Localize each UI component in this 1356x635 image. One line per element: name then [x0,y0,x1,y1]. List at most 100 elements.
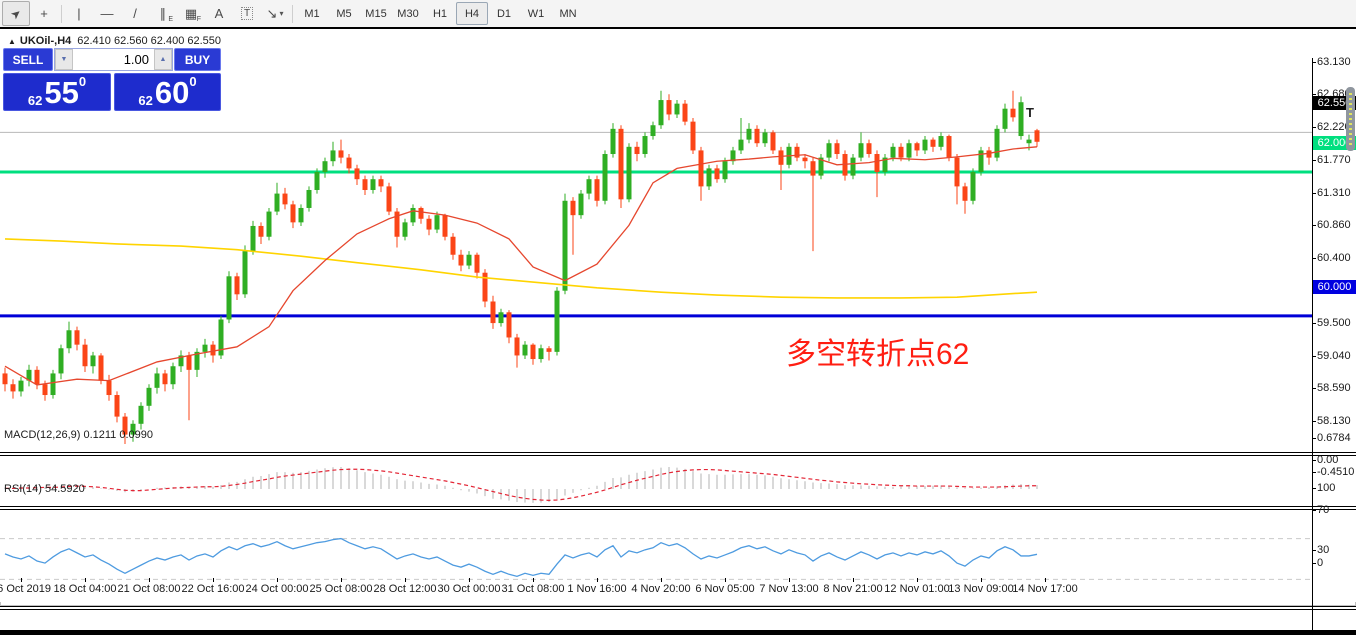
candle [306,189,312,208]
candle [218,319,224,356]
candle [114,395,120,417]
scrollbar-thumb-texture [1349,93,1352,145]
candle [162,373,168,385]
indicator-axis-tick [1312,460,1316,461]
slow-ma-line [4,238,1038,299]
symbol-name: UKOil-,H4 [19,35,72,47]
timeframe-mn[interactable]: MN [559,7,577,20]
trend-line-icon[interactable]: / [133,6,137,21]
candle [514,337,520,356]
candle [282,193,288,205]
text-label-icon[interactable]: T [233,1,261,26]
candle [210,344,216,356]
sell-price-tile[interactable]: 62 55 0 [3,73,111,111]
indicator-axis-label: 30 [1317,544,1330,556]
crosshair-icon[interactable]: + [40,6,48,21]
candle [426,218,432,230]
time-axis-tick [853,578,854,582]
timeframe-d1[interactable]: D1 [496,7,512,20]
chart-text-annotation[interactable]: 多空转折点62 [786,338,970,371]
timeframe-m5[interactable]: M5 [336,7,352,20]
timeframe-m30[interactable]: M30 [397,7,419,20]
pane-divider-main-macd[interactable] [0,452,1356,456]
candle [946,136,952,158]
candle [234,276,240,295]
candle [978,150,984,172]
scrollbar-thumb[interactable] [1346,87,1355,151]
vertical-line-icon[interactable]: | [77,6,81,21]
candle [498,312,504,324]
toolbar-separator [61,4,62,23]
cursor-icon[interactable]: ➤ [2,1,30,26]
price-axis-tick [1312,421,1316,422]
time-axis-label: 31 Oct 08:00 [501,583,565,595]
arrows-icon[interactable]: ↘ ▾ [266,5,284,21]
time-axis-tick [469,578,470,582]
price-axis-label: 59.040 [1317,350,1351,362]
candle [578,193,584,216]
candle [82,344,88,367]
collapse-arrow-icon[interactable]: ▲ [8,37,16,46]
volume-stepper[interactable]: ▼ 1.00 ▲ [54,48,173,71]
indicator-axis-label: 0.6784 [1317,432,1351,444]
candle [18,380,24,392]
timeframe-m15[interactable]: M15 [365,7,387,20]
macd-pane[interactable] [0,456,1312,506]
text-cursor-marker: T [1026,105,1034,120]
equidistant-channel-icon[interactable]: ∥ E [159,5,173,24]
timeframe-w1[interactable]: W1 [527,7,545,20]
price-axis-label: 61.310 [1317,187,1351,199]
toolbar: ➤ + | — / ∥ E ▦ F A T ↘ ▾ M1 M5 M15 M30 H1 H4 D1 W1 MN [0,0,1356,27]
candles-group [2,90,1040,444]
candle [26,369,32,381]
candle [1002,108,1008,129]
candle [906,143,912,158]
candle [810,161,816,176]
candle [314,172,320,190]
time-axis-label: 24 Oct 00:00 [245,583,309,595]
price-chart-pane[interactable] [0,58,1356,452]
time-axis-label: 12 Nov 01:00 [884,583,950,595]
window-bottom-edge [0,630,1356,635]
pane-divider-rsi-timeaxis[interactable] [0,606,1356,610]
candle [666,100,672,115]
candle [890,146,896,158]
pane-divider-macd-rsi[interactable] [0,506,1356,510]
time-axis-tick [341,578,342,582]
candle [722,161,728,180]
rsi-pane[interactable] [0,510,1312,606]
time-axis-tick [21,578,22,582]
volume-down-button[interactable]: ▼ [55,49,73,70]
buy-button[interactable]: BUY [174,48,221,71]
candle [530,344,536,360]
volume-up-button[interactable]: ▲ [154,49,172,70]
text-icon[interactable]: A [214,6,224,21]
candle [298,207,304,223]
chart-title[interactable]: ▲ UKOil-,H4 62.410 62.560 62.400 62.550 [8,35,221,47]
fibonacci-retracement-icon[interactable]: ▦ F [184,5,201,24]
candle [562,200,568,291]
candle [994,128,1000,158]
sell-button[interactable]: SELL [3,48,53,71]
price-axis-label: 60.400 [1317,252,1351,264]
horizontal-line-icon[interactable]: — [100,6,114,21]
volume-input[interactable]: 1.00 [123,52,149,67]
chart-area[interactable] [0,29,1356,635]
candle [90,355,96,367]
candle [594,179,600,201]
timeframe-h4[interactable]: H4 [456,2,488,25]
indicator-axis-tick [1312,438,1316,439]
indicator-axis-tick [1312,488,1316,489]
candle [186,355,192,370]
buy-price-small: 62 [138,93,153,108]
dropdown-caret-icon[interactable]: ▾ [279,9,284,18]
timeframe-h1[interactable]: H1 [432,7,448,20]
indicator-axis-tick [1312,472,1316,473]
candle [50,373,56,396]
candle [458,254,464,266]
price-axis-tick [1312,225,1316,226]
buy-price-sup: 0 [189,74,197,89]
time-axis-label: 1 Nov 16:00 [567,583,627,595]
timeframe-m1[interactable]: M1 [304,7,320,20]
buy-price-tile[interactable]: 62 60 0 [114,73,221,111]
